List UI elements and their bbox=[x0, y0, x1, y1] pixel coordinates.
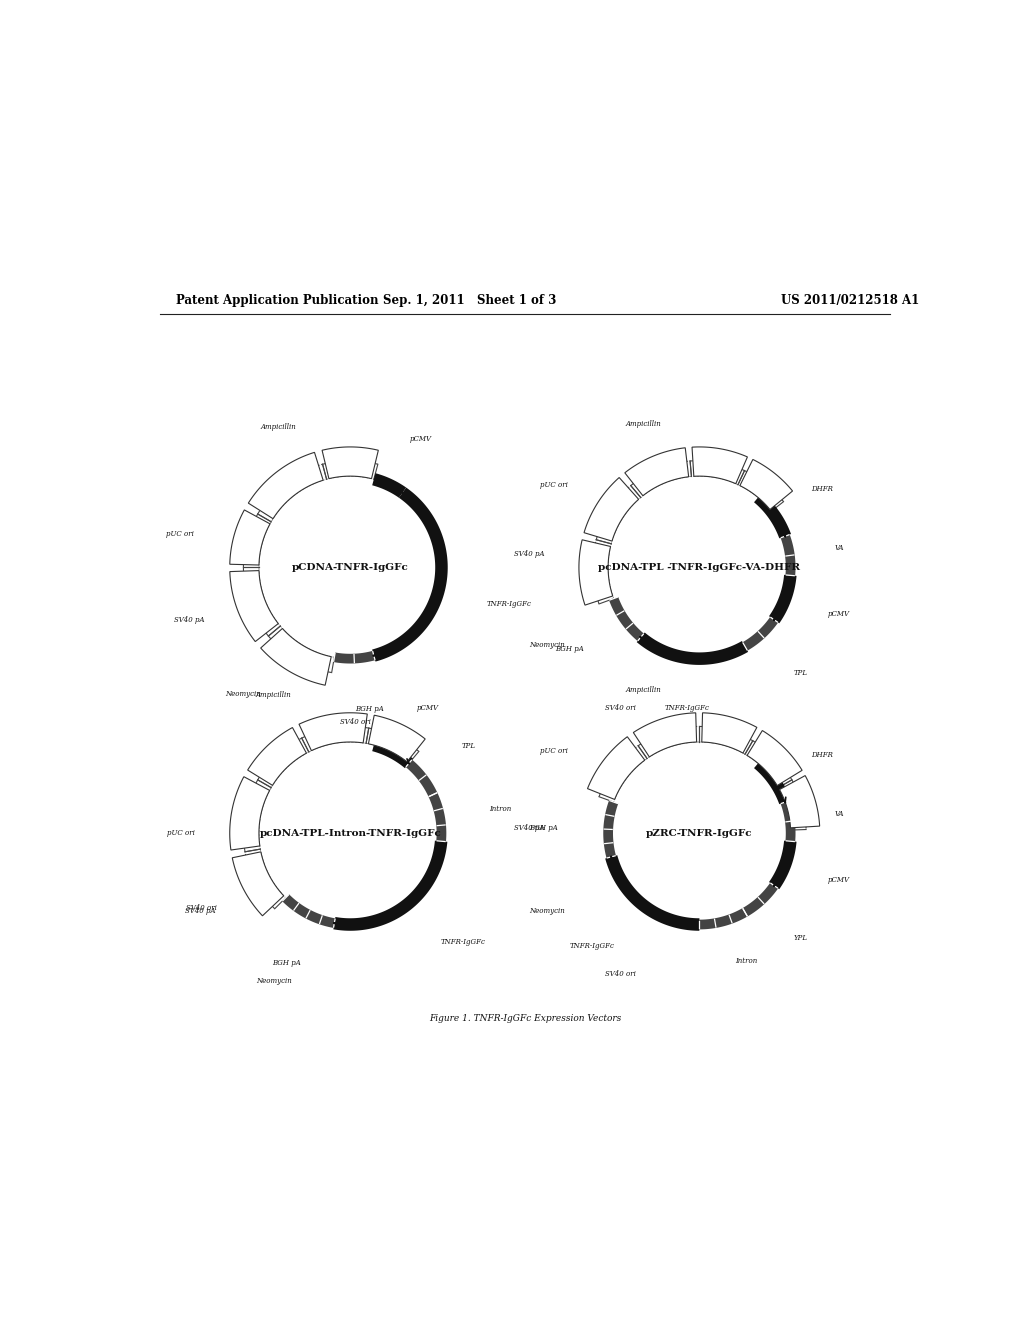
Text: Patent Application Publication: Patent Application Publication bbox=[176, 294, 378, 308]
Polygon shape bbox=[299, 713, 368, 751]
Polygon shape bbox=[369, 715, 425, 762]
Text: Neomycin: Neomycin bbox=[529, 907, 565, 915]
Text: BGH pA: BGH pA bbox=[529, 824, 558, 833]
Text: pcDNA-TPL-Intron-TNFR-IgGFc: pcDNA-TPL-Intron-TNFR-IgGFc bbox=[259, 829, 441, 838]
Text: Neomycin: Neomycin bbox=[256, 977, 292, 985]
Polygon shape bbox=[249, 453, 324, 519]
Text: Ampicillin: Ampicillin bbox=[256, 690, 292, 698]
Text: pCMV: pCMV bbox=[410, 436, 432, 444]
Text: SV40 pA: SV40 pA bbox=[174, 616, 205, 624]
Text: pCMV: pCMV bbox=[828, 610, 850, 618]
Text: Intron: Intron bbox=[735, 957, 757, 965]
Polygon shape bbox=[740, 459, 793, 510]
Text: TNFR-IgGFc: TNFR-IgGFc bbox=[486, 601, 531, 609]
Text: TNFR-IgGFc: TNFR-IgGFc bbox=[569, 942, 614, 950]
Text: US 2011/0212518 A1: US 2011/0212518 A1 bbox=[781, 294, 920, 308]
Polygon shape bbox=[748, 730, 802, 785]
Polygon shape bbox=[779, 776, 819, 828]
Text: Neomycin: Neomycin bbox=[225, 690, 261, 698]
Polygon shape bbox=[701, 713, 757, 752]
Text: SV40 pA: SV40 pA bbox=[185, 907, 216, 915]
Polygon shape bbox=[584, 478, 639, 541]
Text: TNFR-IgGFc: TNFR-IgGFc bbox=[665, 704, 710, 711]
Text: BGH pA: BGH pA bbox=[355, 705, 384, 713]
Text: SV40 ori: SV40 ori bbox=[605, 704, 636, 711]
Polygon shape bbox=[248, 727, 306, 785]
Text: SV40 ori: SV40 ori bbox=[186, 904, 217, 912]
Polygon shape bbox=[579, 540, 612, 605]
Text: SV40 ori: SV40 ori bbox=[605, 970, 636, 978]
Text: Neomycin: Neomycin bbox=[529, 642, 565, 649]
Text: SV40 pA: SV40 pA bbox=[514, 550, 545, 558]
Text: Sep. 1, 2011   Sheet 1 of 3: Sep. 1, 2011 Sheet 1 of 3 bbox=[383, 294, 556, 308]
Text: pUC ori: pUC ori bbox=[540, 482, 568, 490]
Text: YPL: YPL bbox=[794, 935, 808, 942]
Text: VA: VA bbox=[835, 810, 845, 818]
Polygon shape bbox=[229, 776, 269, 850]
Polygon shape bbox=[261, 628, 331, 685]
Polygon shape bbox=[692, 447, 748, 483]
Text: pcDNA-TPL -TNFR-IgGFc-VA-DHFR: pcDNA-TPL -TNFR-IgGFc-VA-DHFR bbox=[598, 562, 801, 572]
Text: TPL: TPL bbox=[462, 742, 476, 750]
Text: pUC ori: pUC ori bbox=[540, 747, 568, 755]
Polygon shape bbox=[625, 447, 689, 496]
Text: Ampicillin: Ampicillin bbox=[625, 420, 660, 428]
Text: Figure 1. TNFR-IgGFc Expression Vectors: Figure 1. TNFR-IgGFc Expression Vectors bbox=[429, 1014, 621, 1023]
Polygon shape bbox=[323, 447, 378, 479]
Text: DHFR: DHFR bbox=[812, 484, 834, 492]
Polygon shape bbox=[633, 713, 696, 756]
Text: BGH pA: BGH pA bbox=[271, 960, 300, 968]
Text: TPL: TPL bbox=[794, 668, 808, 677]
Text: SV40 pA: SV40 pA bbox=[514, 824, 545, 832]
Text: Ampicillin: Ampicillin bbox=[260, 422, 296, 430]
Text: pCMV: pCMV bbox=[828, 876, 850, 884]
Text: Intron: Intron bbox=[489, 805, 512, 813]
Text: pUC ori: pUC ori bbox=[167, 829, 195, 837]
Polygon shape bbox=[229, 570, 279, 642]
Text: DHFR: DHFR bbox=[812, 751, 834, 759]
Text: Ampicillin: Ampicillin bbox=[625, 685, 660, 693]
Text: pUC ori: pUC ori bbox=[166, 531, 194, 539]
Text: SV40 ori: SV40 ori bbox=[340, 718, 371, 726]
Polygon shape bbox=[232, 851, 284, 916]
Text: TNFR-IgGFc: TNFR-IgGFc bbox=[441, 937, 486, 945]
Polygon shape bbox=[588, 737, 645, 800]
Text: pZRC-TNFR-IgGFc: pZRC-TNFR-IgGFc bbox=[646, 829, 753, 838]
Text: pCDNA-TNFR-IgGFc: pCDNA-TNFR-IgGFc bbox=[292, 562, 409, 572]
Text: pCMV: pCMV bbox=[417, 705, 438, 713]
Text: VA: VA bbox=[835, 544, 845, 552]
Polygon shape bbox=[229, 510, 270, 565]
Text: BGH pA: BGH pA bbox=[555, 644, 584, 652]
